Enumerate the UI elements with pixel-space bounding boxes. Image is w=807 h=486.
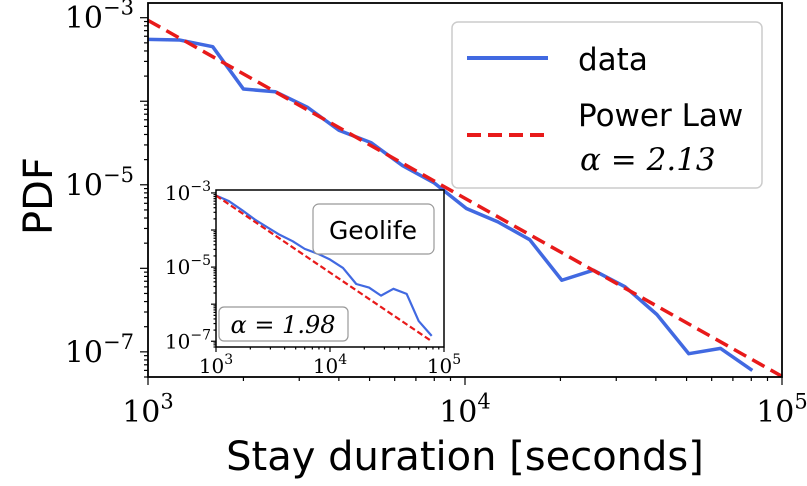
legend-power-law-label: Power Law bbox=[578, 98, 743, 134]
x-tick-label: 103 bbox=[122, 390, 174, 431]
power-law-series-line bbox=[148, 18, 782, 377]
inset-x-tick-label: 104 bbox=[313, 352, 347, 378]
legend-data-label: data bbox=[578, 42, 648, 78]
inset-y-tick-label: 10−5 bbox=[165, 253, 211, 279]
data-series-line bbox=[148, 37, 754, 372]
legend-alpha-label: α = 2.13 bbox=[580, 142, 716, 178]
inset-data-series-line bbox=[216, 194, 433, 337]
x-tick-label: 105 bbox=[756, 390, 807, 431]
legend-box bbox=[451, 21, 763, 189]
inset-geolife-box bbox=[312, 203, 435, 255]
inset-alpha-label: α = 1.98 bbox=[230, 311, 335, 339]
y-tick-label: 10−7 bbox=[65, 330, 134, 371]
inset-y-tick-label: 10−7 bbox=[165, 327, 211, 353]
x-tick-label: 104 bbox=[439, 390, 491, 431]
x-axis-label: Stay duration [seconds] bbox=[226, 434, 704, 480]
inset-series-group bbox=[216, 194, 433, 343]
y-tick-label: 10−5 bbox=[65, 163, 134, 204]
legend: data Power Law α = 2.13 bbox=[451, 21, 763, 189]
inset-geolife-label: Geolife bbox=[329, 216, 417, 245]
y-tick-label: 10−3 bbox=[65, 0, 134, 36]
inset-plot: 103 104 105 10−3 10−5 10−7 Geolife α = 1.98 bbox=[165, 179, 461, 378]
inset-y-tick-label: 10−3 bbox=[165, 179, 211, 205]
inset-x-tick-label: 103 bbox=[199, 352, 233, 378]
series-group bbox=[148, 18, 782, 377]
y-axis-label: PDF bbox=[16, 157, 62, 235]
inset-power-law-series-line bbox=[216, 194, 433, 343]
inset-alpha-box bbox=[218, 306, 349, 342]
inset-x-tick-label: 105 bbox=[427, 352, 461, 378]
